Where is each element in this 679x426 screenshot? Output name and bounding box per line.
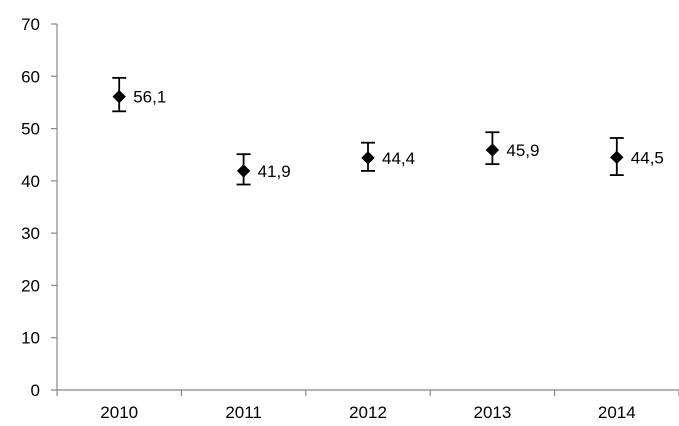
y-tick-label: 70	[21, 15, 40, 34]
data-marks: 56,1 41,9 44,4 45,9 44,5	[112, 76, 664, 186]
data-point	[610, 150, 624, 165]
x-axis-ticks: 2010 2011 2012 2013 2014	[56, 390, 679, 422]
y-tick-label: 50	[21, 120, 40, 139]
data-label: 41,9	[258, 162, 291, 181]
x-tick-label: 2014	[598, 403, 636, 422]
y-tick-label: 20	[21, 276, 40, 295]
y-tick-label: 0	[31, 381, 40, 400]
y-tick-label: 10	[21, 329, 40, 348]
y-tick-label: 40	[21, 172, 40, 191]
x-tick-label: 2010	[100, 403, 138, 422]
data-label: 44,4	[382, 149, 415, 168]
x-tick-label: 2012	[349, 403, 387, 422]
x-tick-label: 2011	[225, 403, 262, 422]
data-point	[112, 89, 126, 104]
data-point	[485, 143, 500, 157]
chart-axes	[56, 24, 679, 391]
data-point	[361, 151, 375, 165]
data-label: 45,9	[506, 141, 539, 160]
y-tick-label: 60	[21, 67, 40, 86]
y-tick-label: 30	[21, 224, 40, 243]
x-tick-label: 2013	[473, 403, 511, 422]
data-label: 44,5	[631, 148, 664, 167]
data-point	[236, 164, 251, 178]
y-axis-ticks: 0 10 20 30 40 50 60 70	[21, 15, 57, 400]
data-label: 56,1	[133, 88, 166, 107]
